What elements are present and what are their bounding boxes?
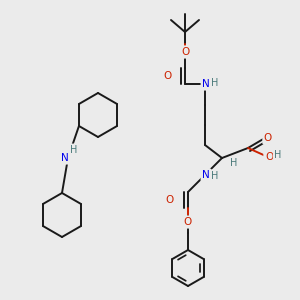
Text: O: O bbox=[163, 71, 171, 81]
Text: H: H bbox=[230, 158, 238, 168]
Text: N: N bbox=[202, 170, 210, 180]
Text: O: O bbox=[264, 133, 272, 143]
Text: O: O bbox=[265, 152, 273, 162]
Text: O: O bbox=[166, 195, 174, 205]
Text: N: N bbox=[202, 79, 210, 89]
Text: H: H bbox=[211, 78, 219, 88]
Text: H: H bbox=[274, 150, 282, 160]
Text: N: N bbox=[61, 153, 69, 163]
Text: O: O bbox=[181, 47, 189, 57]
Text: H: H bbox=[211, 171, 219, 181]
Text: H: H bbox=[70, 145, 78, 155]
Text: O: O bbox=[184, 217, 192, 227]
